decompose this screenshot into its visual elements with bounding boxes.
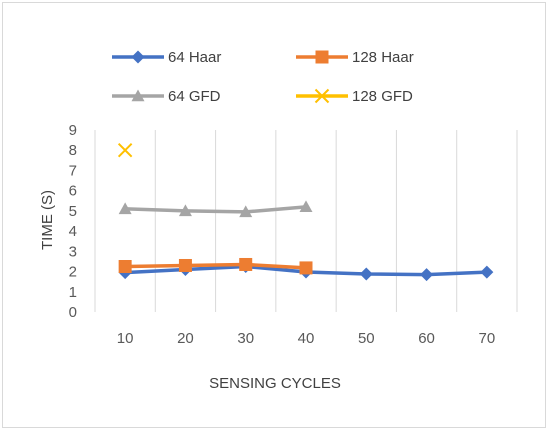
series-group <box>119 144 494 281</box>
data-point-128-haar <box>179 259 192 272</box>
legend-marker-128-haar <box>316 51 329 64</box>
data-point-64-haar <box>420 268 433 281</box>
legend-label-64-gfd: 64 GFD <box>168 88 221 105</box>
data-point-64-haar <box>360 267 373 280</box>
data-point-128-haar <box>119 260 132 273</box>
x-tick-label: 70 <box>479 330 496 347</box>
x-tick-label: 60 <box>418 330 435 347</box>
x-tick-labels: 10 20 30 40 50 60 70 <box>117 330 495 347</box>
x-tick-label: 10 <box>117 330 134 347</box>
data-point-128-haar <box>300 261 313 274</box>
y-tick-label: 6 <box>69 183 77 200</box>
x-tick-label: 50 <box>358 330 375 347</box>
y-tick-label: 2 <box>69 264 77 281</box>
data-point-64-haar <box>480 266 493 279</box>
y-tick-label: 0 <box>69 304 77 321</box>
x-axis-title: SENSING CYCLES <box>209 375 341 392</box>
y-tick-labels: 0 1 2 3 4 5 6 7 8 9 <box>69 122 77 321</box>
legend: 64 Haar 128 Haar 64 GFD 128 GFD <box>112 49 414 105</box>
x-tick-label: 20 <box>177 330 194 347</box>
y-tick-label: 3 <box>69 243 77 260</box>
gridlines <box>95 130 517 312</box>
y-axis-title: TIME (S) <box>39 190 56 250</box>
data-point-128-gfd <box>119 144 132 157</box>
data-point-128-haar <box>239 258 252 271</box>
y-tick-label: 4 <box>69 223 77 240</box>
legend-label-128-haar: 128 Haar <box>352 49 414 66</box>
legend-label-128-gfd: 128 GFD <box>352 88 413 105</box>
x-tick-label: 30 <box>237 330 254 347</box>
y-tick-label: 9 <box>69 122 77 139</box>
x-tick-label: 40 <box>298 330 315 347</box>
legend-label-64-haar: 64 Haar <box>168 49 221 66</box>
y-tick-label: 1 <box>69 284 77 301</box>
y-tick-label: 8 <box>69 142 77 159</box>
legend-marker-64-haar <box>132 51 145 64</box>
y-tick-label: 5 <box>69 203 77 220</box>
y-tick-label: 7 <box>69 162 77 179</box>
